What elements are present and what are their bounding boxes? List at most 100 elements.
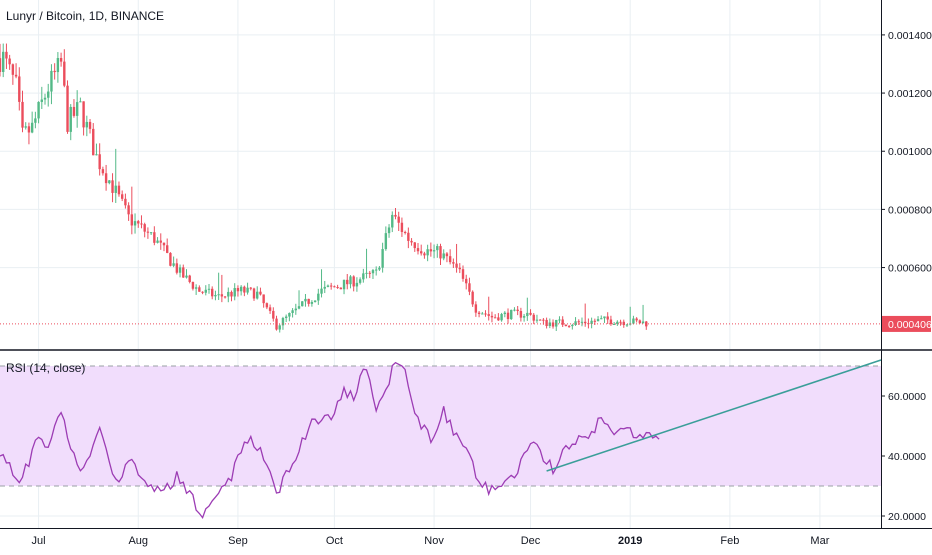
candle-body bbox=[596, 319, 600, 322]
candle-body bbox=[567, 326, 571, 328]
candle-body bbox=[532, 314, 535, 321]
candle-body bbox=[82, 101, 85, 128]
candle-body bbox=[211, 288, 214, 297]
candle-body bbox=[481, 313, 484, 315]
candle-body bbox=[191, 282, 195, 289]
candle-body bbox=[619, 321, 622, 323]
candle-body bbox=[564, 324, 568, 327]
rsi-line-group bbox=[0, 361, 660, 520]
candle-body bbox=[371, 270, 375, 274]
candle-body bbox=[410, 240, 413, 243]
candle-body bbox=[474, 304, 478, 313]
candle-body bbox=[307, 298, 310, 304]
candle-body bbox=[339, 287, 343, 290]
candle-body bbox=[101, 169, 105, 174]
candle-body bbox=[169, 252, 172, 266]
candle-body bbox=[201, 291, 204, 293]
candle-body bbox=[50, 70, 53, 92]
candle-body bbox=[600, 318, 603, 320]
candle-body bbox=[583, 321, 587, 324]
candle-body bbox=[14, 74, 18, 77]
candle-body bbox=[140, 223, 143, 225]
candle-body bbox=[423, 253, 426, 256]
candle-body bbox=[11, 64, 15, 75]
candle-body bbox=[593, 320, 597, 322]
candle-body bbox=[590, 320, 593, 324]
candle-body bbox=[143, 224, 146, 232]
candle-body bbox=[120, 194, 124, 199]
rsi-band bbox=[0, 365, 881, 487]
candle-body bbox=[149, 232, 153, 234]
candle-body bbox=[85, 121, 89, 128]
rsi-tick-label: 20.0000 bbox=[888, 511, 926, 523]
candle-body bbox=[625, 324, 629, 326]
candle-body bbox=[513, 309, 516, 311]
candle-body bbox=[374, 269, 378, 271]
candle-body bbox=[349, 276, 352, 285]
candle-body bbox=[43, 97, 47, 100]
candle-body bbox=[18, 76, 21, 102]
candle-body bbox=[24, 126, 27, 128]
candle-body bbox=[342, 279, 346, 290]
candle-body bbox=[448, 256, 452, 263]
candle-body bbox=[426, 249, 429, 256]
candle-body bbox=[114, 185, 117, 193]
last-price-label: 0.0004062 bbox=[888, 319, 932, 331]
x-tick-label: Oct bbox=[326, 535, 343, 547]
candle-body bbox=[609, 319, 613, 325]
candle-body bbox=[452, 262, 455, 264]
candle-body bbox=[34, 118, 37, 123]
candle-body bbox=[436, 246, 439, 251]
candle-body bbox=[252, 288, 256, 299]
candle-body bbox=[137, 221, 140, 224]
candle-body bbox=[445, 253, 449, 257]
candle-body bbox=[236, 288, 240, 292]
candle-body bbox=[233, 288, 236, 297]
candle-body bbox=[638, 320, 642, 324]
candle-body bbox=[641, 321, 645, 324]
candle-body bbox=[175, 263, 179, 273]
candle-body bbox=[362, 273, 365, 280]
candle-body bbox=[188, 275, 191, 283]
candle-body bbox=[606, 316, 609, 320]
candle-body bbox=[622, 321, 625, 326]
candle-body bbox=[516, 309, 519, 312]
candle-body bbox=[297, 306, 301, 309]
candle-body bbox=[265, 303, 269, 308]
candle-body bbox=[162, 242, 166, 246]
candle-body bbox=[75, 102, 79, 116]
candle-body bbox=[355, 282, 359, 287]
candle-body bbox=[194, 287, 198, 289]
candle-body bbox=[616, 321, 619, 325]
candle-body bbox=[37, 101, 40, 119]
candle-body bbox=[47, 91, 50, 98]
candle-body bbox=[301, 301, 304, 307]
candle-body bbox=[381, 249, 384, 268]
candle-body bbox=[497, 317, 500, 321]
candle-body bbox=[127, 205, 130, 215]
rsi-tick-label: 40.0000 bbox=[888, 451, 926, 463]
candle-body bbox=[249, 287, 252, 289]
candle-body bbox=[223, 296, 227, 298]
candle-body bbox=[529, 312, 532, 315]
candle-body bbox=[88, 121, 92, 129]
candles bbox=[0, 43, 648, 333]
candle-body bbox=[477, 312, 481, 314]
candle-body bbox=[27, 126, 31, 133]
rsi-trendline[interactable] bbox=[546, 359, 882, 472]
candle-body bbox=[165, 245, 169, 253]
candle-body bbox=[387, 227, 391, 234]
candle-body bbox=[239, 286, 243, 292]
candle-body bbox=[403, 231, 407, 233]
candle-body bbox=[262, 294, 265, 304]
x-tick-label: Jul bbox=[32, 535, 46, 547]
candle-body bbox=[95, 154, 98, 156]
candle-body bbox=[384, 233, 388, 250]
trendline-group[interactable] bbox=[546, 359, 882, 472]
candle-body bbox=[98, 154, 101, 170]
candle-body bbox=[378, 267, 381, 270]
candle-body bbox=[323, 286, 326, 289]
